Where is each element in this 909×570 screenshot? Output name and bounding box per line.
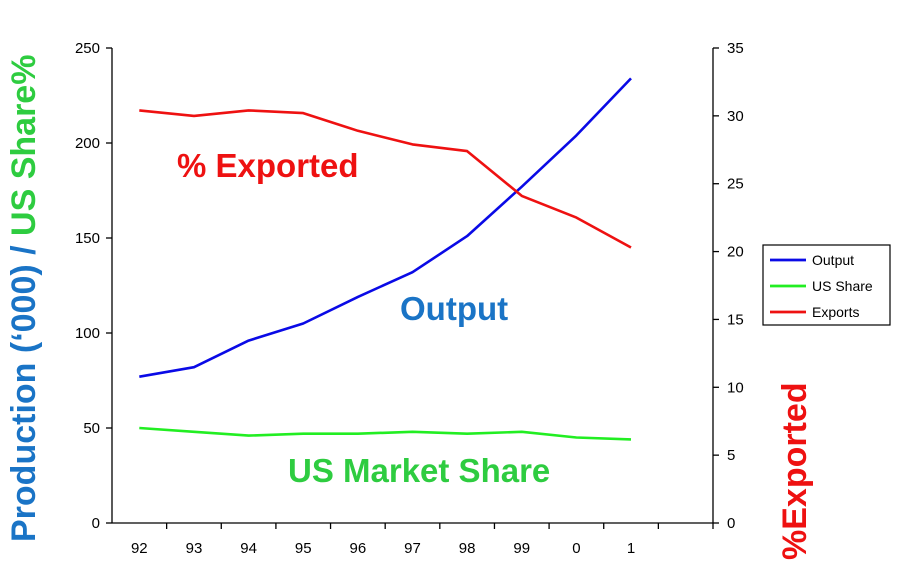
y-right-tick-label: 0 — [727, 515, 735, 532]
y-right-tick-label: 15 — [727, 311, 744, 328]
annotations: % Exported Output US Market Share — [177, 147, 550, 489]
series-line-output — [139, 77, 632, 378]
y-axis-left-title: Production (‘000) / US Share% — [5, 55, 43, 542]
y-right-tick-label: 20 — [727, 244, 744, 261]
y-left-tick-label: 150 — [75, 230, 100, 247]
y-axis-right-title: %Exported — [776, 382, 814, 560]
x-tick-label: 96 — [350, 540, 367, 557]
y-axis-left-title-production: Production (‘000) — [5, 264, 43, 542]
legend-label-exports: Exports — [812, 304, 859, 320]
y-right-tick-label: 10 — [727, 379, 744, 396]
axis-titles: Production (‘000) / US Share% %Exported — [5, 55, 814, 560]
y-left-tick-label: 0 — [92, 515, 100, 532]
series-line-us-share — [139, 426, 632, 441]
x-tick-label: 99 — [513, 540, 530, 557]
x-tick-label: 97 — [404, 540, 421, 557]
x-tick-label: 94 — [240, 540, 257, 557]
x-tick-label: 95 — [295, 540, 312, 557]
y-left-tick-label: 200 — [75, 135, 100, 152]
legend-label-us-share: US Share — [812, 278, 873, 294]
series-layer — [139, 77, 632, 441]
y-right-tick-label: 25 — [727, 176, 744, 193]
x-tick-label: 1 — [627, 540, 635, 557]
annotation-exported: % Exported — [177, 147, 359, 184]
y-right-tick-label: 35 — [727, 40, 744, 57]
x-tick-label: 98 — [459, 540, 476, 557]
x-tick-label: 93 — [186, 540, 203, 557]
series-line-exports — [139, 109, 632, 249]
annotation-output: Output — [400, 290, 508, 327]
legend: Output US Share Exports — [762, 244, 891, 326]
x-tick-label: 0 — [572, 540, 580, 557]
annotation-us-market-share: US Market Share — [288, 452, 550, 489]
y-left-tick-label: 50 — [83, 420, 100, 437]
x-tick-label: 92 — [131, 540, 148, 557]
legend-label-output: Output — [812, 252, 854, 268]
y-right-tick-label: 5 — [727, 447, 735, 464]
y-axis-left-title-separator: / — [5, 236, 43, 264]
y-axis-left-title-usshare: US Share% — [5, 55, 43, 236]
y-left-tick-label: 100 — [75, 325, 100, 342]
y-right-tick-label: 30 — [727, 108, 744, 125]
y-left-tick-label: 250 — [75, 40, 100, 57]
